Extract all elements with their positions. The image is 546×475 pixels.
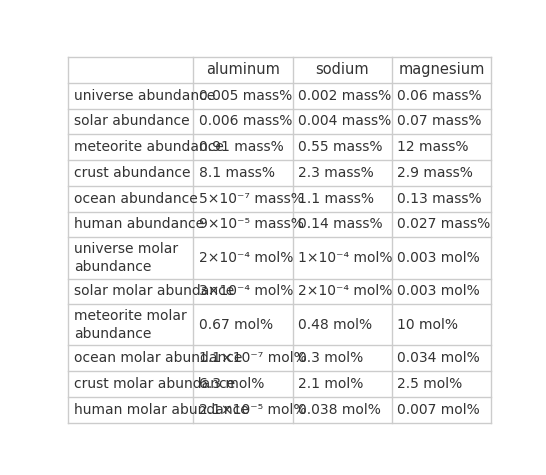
Text: 0.3 mol%: 0.3 mol% <box>298 352 363 365</box>
Text: 10 mol%: 10 mol% <box>397 318 459 332</box>
Text: 0.007 mol%: 0.007 mol% <box>397 403 480 417</box>
Text: 1.1 mass%: 1.1 mass% <box>298 192 374 206</box>
Text: 2×10⁻⁴ mol%: 2×10⁻⁴ mol% <box>199 251 293 265</box>
Text: 1×10⁻⁴ mol%: 1×10⁻⁴ mol% <box>298 251 393 265</box>
Text: 0.005 mass%: 0.005 mass% <box>199 89 292 103</box>
Text: 2.3 mass%: 2.3 mass% <box>298 166 374 180</box>
Text: 12 mass%: 12 mass% <box>397 140 469 154</box>
Text: 0.14 mass%: 0.14 mass% <box>298 218 383 231</box>
Text: 8.1 mass%: 8.1 mass% <box>199 166 275 180</box>
Text: 2.5 mol%: 2.5 mol% <box>397 377 462 391</box>
Text: meteorite molar
abundance: meteorite molar abundance <box>74 309 187 341</box>
Text: 3×10⁻⁴ mol%: 3×10⁻⁴ mol% <box>199 285 293 298</box>
Text: 0.034 mol%: 0.034 mol% <box>397 352 480 365</box>
Text: 5×10⁻⁷ mass%: 5×10⁻⁷ mass% <box>199 192 304 206</box>
Text: 2×10⁻⁴ mol%: 2×10⁻⁴ mol% <box>298 285 393 298</box>
Text: meteorite abundance: meteorite abundance <box>74 140 224 154</box>
Text: solar abundance: solar abundance <box>74 114 189 128</box>
Text: universe abundance: universe abundance <box>74 89 215 103</box>
Text: 2.9 mass%: 2.9 mass% <box>397 166 473 180</box>
Text: 0.002 mass%: 0.002 mass% <box>298 89 391 103</box>
Text: 6.3 mol%: 6.3 mol% <box>199 377 264 391</box>
Text: 2.1 mol%: 2.1 mol% <box>298 377 364 391</box>
Text: 0.027 mass%: 0.027 mass% <box>397 218 491 231</box>
Text: universe molar
abundance: universe molar abundance <box>74 242 178 274</box>
Text: ocean molar abundance: ocean molar abundance <box>74 352 242 365</box>
Text: 0.006 mass%: 0.006 mass% <box>199 114 292 128</box>
Text: 0.13 mass%: 0.13 mass% <box>397 192 482 206</box>
Text: 1.1×10⁻⁷ mol%: 1.1×10⁻⁷ mol% <box>199 352 306 365</box>
Text: 0.004 mass%: 0.004 mass% <box>298 114 391 128</box>
Text: 0.003 mol%: 0.003 mol% <box>397 285 480 298</box>
Text: human abundance: human abundance <box>74 218 204 231</box>
Text: 0.67 mol%: 0.67 mol% <box>199 318 272 332</box>
Text: 0.91 mass%: 0.91 mass% <box>199 140 283 154</box>
Text: sodium: sodium <box>316 62 369 77</box>
Text: 0.55 mass%: 0.55 mass% <box>298 140 383 154</box>
Text: 0.48 mol%: 0.48 mol% <box>298 318 372 332</box>
Text: 2.1×10⁻⁵ mol%: 2.1×10⁻⁵ mol% <box>199 403 306 417</box>
Text: 9×10⁻⁵ mass%: 9×10⁻⁵ mass% <box>199 218 304 231</box>
Text: crust abundance: crust abundance <box>74 166 190 180</box>
Text: 0.003 mol%: 0.003 mol% <box>397 251 480 265</box>
Text: crust molar abundance: crust molar abundance <box>74 377 235 391</box>
Text: solar molar abundance: solar molar abundance <box>74 285 234 298</box>
Text: aluminum: aluminum <box>206 62 280 77</box>
Text: magnesium: magnesium <box>399 62 485 77</box>
Text: 0.06 mass%: 0.06 mass% <box>397 89 482 103</box>
Text: 0.07 mass%: 0.07 mass% <box>397 114 482 128</box>
Text: 0.038 mol%: 0.038 mol% <box>298 403 381 417</box>
Text: ocean abundance: ocean abundance <box>74 192 198 206</box>
Text: human molar abundance: human molar abundance <box>74 403 248 417</box>
